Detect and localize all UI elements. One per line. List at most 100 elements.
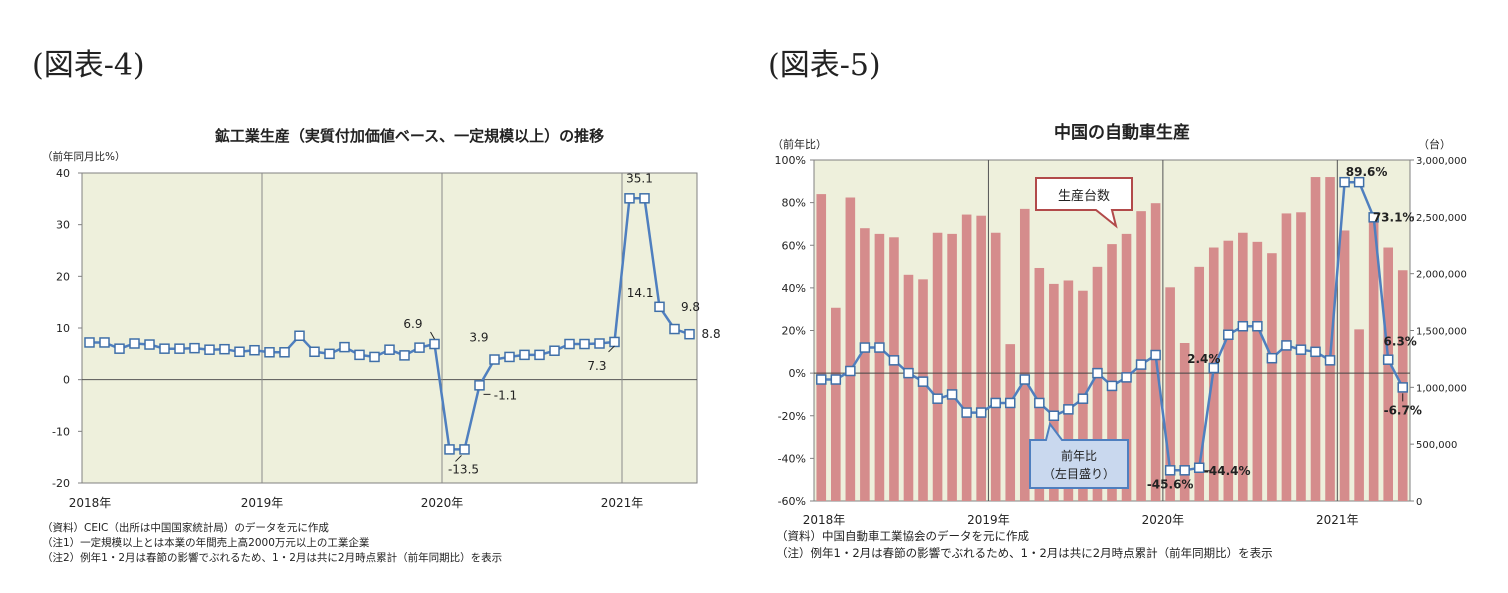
fig4-data-point: [189, 342, 200, 354]
fig5-data-label: -6.7%: [1384, 403, 1422, 417]
fig4-data-point: [594, 338, 605, 349]
fig4-data-point: [399, 350, 410, 361]
fig5-data-point: [1310, 346, 1321, 358]
fig4-ytick-label: 0: [63, 374, 70, 387]
fig5-note: （注）例年1・2月は春節の影響でぶれるため、1・2月は共に2月時点累計（前年同期…: [776, 546, 1273, 560]
fig5-bar: [1267, 253, 1277, 501]
fig5-data-point: [1252, 320, 1263, 332]
fig4-data-point: [234, 346, 245, 358]
fig5-bar: [1034, 267, 1045, 501]
fig5-bar: [976, 215, 986, 502]
fig5-callout-line-subtext: （左目盛り）: [1043, 466, 1115, 481]
fig4-data-point: [549, 345, 560, 356]
fig5-data-point: [903, 367, 914, 379]
fig5-year-label: 2021年: [1316, 513, 1359, 527]
fig4-data-point: [474, 380, 485, 391]
fig5-bar: [874, 233, 885, 501]
fig5-data-point: [1324, 355, 1336, 366]
fig5-data-point: [946, 389, 958, 400]
fig5-data-point: [1237, 320, 1249, 332]
fig4-data-point: [129, 338, 140, 349]
fig5-data-point: [1223, 329, 1234, 341]
fig5-bar: [1005, 344, 1016, 501]
fig4-note: （資料）CEIC（出所は中国国家統計局）のデータを元に作成: [42, 521, 329, 534]
fig5-data-point: [1063, 404, 1074, 415]
fig5-bar: [1339, 230, 1350, 501]
fig5-ytick-right-label: 1,000,000: [1416, 383, 1467, 394]
fig4-data-point: [534, 349, 545, 361]
fig5-ytick-right-label: 2,500,000: [1416, 213, 1467, 224]
fig5-data-point: [1368, 212, 1379, 223]
fig5-data-point: [888, 355, 900, 366]
fig4-ytick-label: 10: [56, 322, 70, 335]
fig4-ytick-label: 20: [56, 270, 70, 283]
fig5-bar: [1194, 266, 1205, 501]
fig4-data-point: [564, 338, 575, 350]
fig4-data-point: [204, 344, 215, 355]
fig4-data-point: [504, 351, 515, 363]
fig4-leader: [430, 331, 435, 340]
fig5-year-label: 2019年: [967, 513, 1010, 527]
fig5-data-point: [1266, 352, 1278, 364]
fig5-callout-bars-text: 生産台数: [1058, 188, 1110, 204]
fig4-leader: [608, 345, 615, 353]
figure-5-label: (図表-5): [768, 48, 881, 83]
fig5-bar: [1223, 240, 1234, 501]
fig5-data-point: [1179, 465, 1190, 476]
fig5-ytick-left-label: 20%: [782, 325, 806, 338]
fig5-data-point: [1048, 410, 1060, 421]
fig5-bar: [1107, 244, 1117, 501]
fig5-bar: [889, 237, 899, 501]
fig4-leader: [455, 455, 462, 462]
fig4-data-point: [249, 344, 260, 356]
fig5-bar: [1019, 208, 1030, 502]
fig5-data-point: [1397, 382, 1408, 393]
fig5-ytick-right-label: 3,000,000: [1416, 156, 1467, 167]
fig5-year-label: 2020年: [1142, 513, 1185, 527]
fig5-bar: [816, 194, 827, 501]
fig4-data-label: 8.8: [702, 327, 721, 341]
fig4-data-point: [264, 347, 275, 358]
fig5-data-point: [1106, 380, 1118, 392]
fig4-year-label: 2019年: [241, 496, 284, 510]
fig5-data-point: [845, 365, 856, 377]
fig5-data-point: [1121, 372, 1132, 383]
fig4-data-point: [354, 349, 365, 361]
fig4-data-point: [144, 339, 155, 350]
fig4-data-point: [309, 346, 320, 358]
fig5-callout-line-text: 前年比: [1061, 448, 1097, 463]
fig5-data-point: [1034, 397, 1045, 409]
fig4-data-label: 6.9: [403, 317, 422, 331]
fig4-data-label: 3.9: [469, 331, 488, 345]
fig5-data-point: [1353, 176, 1365, 188]
figure-4-label: (図表-4): [32, 48, 145, 83]
fig5-bar: [845, 197, 856, 501]
fig5-bar: [918, 279, 928, 501]
fig4-data-point: [339, 341, 350, 353]
fig5-bar: [1049, 283, 1059, 501]
fig4-data-point: [114, 343, 125, 354]
fig4-ytick-label: -10: [52, 425, 70, 438]
fig4-data-point: [159, 343, 170, 354]
fig4-data-label: 7.3: [587, 359, 606, 373]
fig5-ytick-left-label: 60%: [782, 239, 806, 252]
fig4-data-point: [99, 337, 110, 348]
fig5-ytick-left-label: -60%: [778, 495, 806, 508]
fig5-bar: [1092, 266, 1103, 501]
fig5-data-point: [1295, 344, 1307, 355]
fig5-data-point: [1193, 462, 1205, 474]
fig4-data-point: [369, 351, 380, 363]
fig5-ylabel-left: （前年比）: [772, 137, 827, 151]
fig5-bar: [961, 214, 972, 501]
fig4-data-label: 35.1: [626, 171, 653, 185]
fig5-bar: [1296, 212, 1306, 501]
fig4-data-point: [459, 444, 470, 455]
fig4-data-point: [294, 330, 305, 341]
fig5-year-label: 2018年: [803, 513, 846, 527]
fig4-data-point: [324, 348, 335, 360]
fig4-data-point: [624, 193, 635, 204]
fig5-data-point: [816, 374, 827, 385]
fig5-bar: [1252, 241, 1263, 501]
fig4-data-label: 9.8: [681, 300, 700, 314]
fig5-data-label: 2.4%: [1187, 352, 1220, 366]
